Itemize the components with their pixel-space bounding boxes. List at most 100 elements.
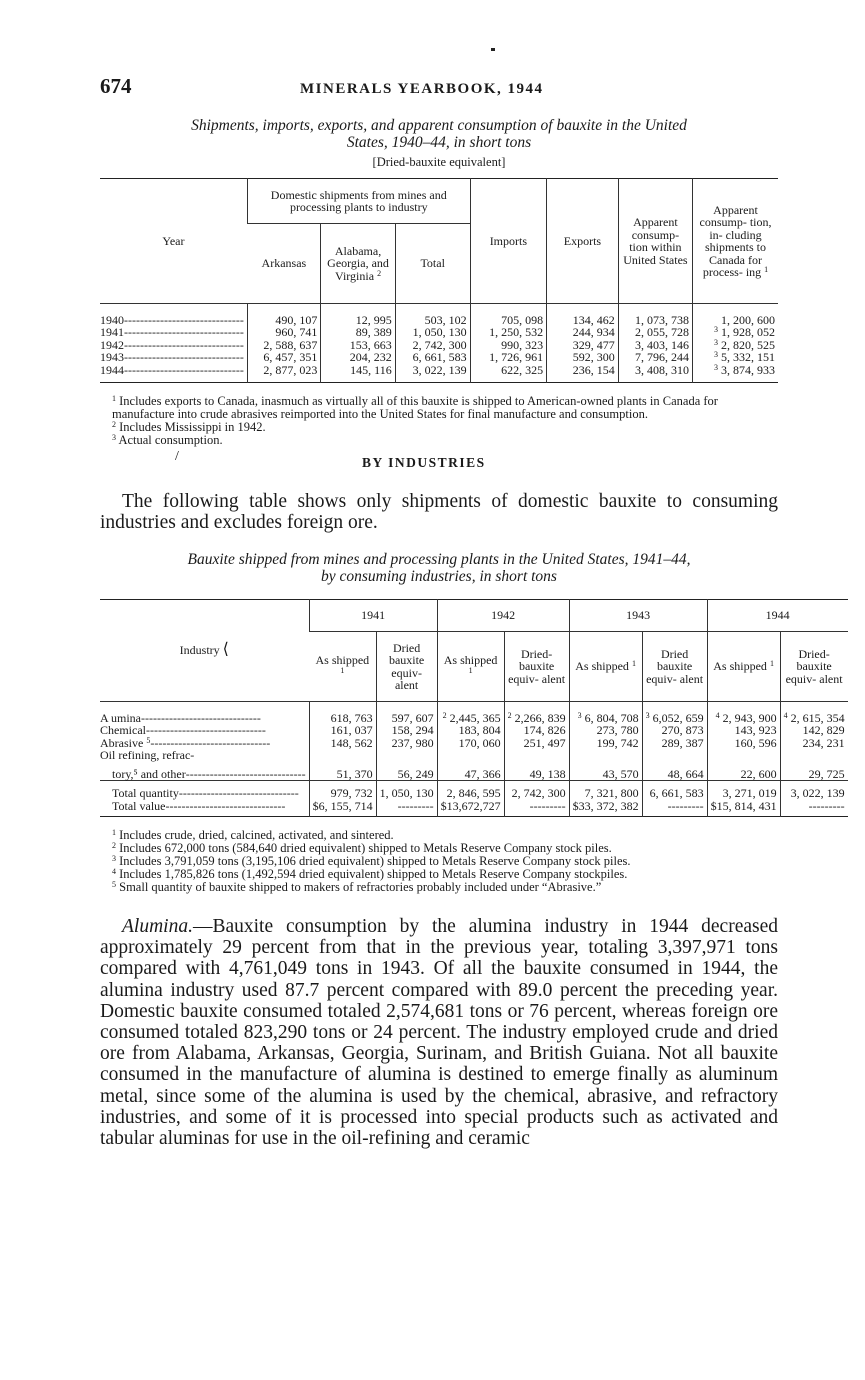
footnote-ref: 3 — [645, 710, 650, 720]
value: 1, 050, 130 — [412, 325, 467, 339]
value: 183, 804 — [458, 723, 501, 737]
value-cell: 618, 763 — [308, 711, 377, 724]
value: 597, 607 — [391, 710, 434, 725]
value-cell: 592, 300 — [546, 351, 619, 364]
value: 3, 271, 019 — [722, 786, 777, 800]
value: 22, 600 — [740, 766, 777, 781]
header-alabama: Alabama, Georgia, and Virginia 2 — [320, 223, 396, 304]
value-cell — [706, 749, 781, 762]
footnote-ref: 1 — [468, 665, 473, 675]
value-cell: 2, 742, 300 — [503, 780, 570, 800]
value-cell: 289, 387 — [641, 736, 708, 749]
value: 161, 037 — [330, 723, 373, 737]
header-year-1942: 1942 — [436, 599, 570, 632]
header-dried-equivalent: Dried- bauxite equiv- alent — [779, 631, 848, 702]
value: 89, 389 — [355, 325, 392, 339]
header-year: Year — [162, 233, 185, 248]
table2-caption: Bauxite shipped from mines and processin… — [100, 551, 778, 585]
value: 2, 615, 354 — [790, 710, 845, 725]
header-dried-equivalent: Dried bauxite equiv- alent — [641, 631, 708, 702]
footnote-ref: 2 — [507, 710, 512, 720]
value: 3, 408, 310 — [635, 362, 689, 377]
value-cell: 29, 725 — [779, 761, 848, 781]
industry-label: Oil refining, refrac- — [100, 748, 195, 762]
label-with-leader: 1944 ------------------------------ — [100, 363, 244, 377]
value-cell: 237, 980 — [375, 736, 438, 749]
footnote-text: Includes 1,785,826 tons (1,492,594 dried… — [119, 867, 628, 881]
spacer-row — [100, 812, 848, 817]
year: 1942 — [100, 337, 124, 352]
footnote-ref: 3 — [714, 337, 718, 347]
header-text: Apparent consump- tion, in- cluding ship… — [699, 202, 772, 279]
value: $13,672,727 — [440, 798, 501, 813]
value-cell: $6, 155, 714 — [308, 799, 377, 812]
value: 3, 403, 146 — [635, 337, 689, 352]
dot-leader: ------------------------------ — [124, 338, 244, 351]
value-cell: 270, 873 — [641, 724, 708, 737]
table-row: Chemical ------------------------------ 16… — [100, 724, 848, 737]
table1-subcaption: [Dried-bauxite equivalent] — [372, 155, 506, 169]
value: 1, 726, 961 — [489, 350, 544, 364]
value: 158, 294 — [391, 723, 434, 737]
value: 6, 457, 351 — [263, 350, 318, 364]
table-row: 1943 ------------------------------ 6, 457… — [100, 351, 778, 364]
footnote-ref: 1 — [769, 659, 774, 669]
footnote-ref: 3 — [714, 350, 718, 359]
label-with-leader: 1941 ------------------------------ — [100, 326, 244, 339]
year: 1943 — [100, 350, 124, 364]
pencil-mark: ⟨ — [222, 641, 229, 659]
value-cell: 158, 294 — [375, 723, 438, 737]
value-cell: 142, 829 — [779, 724, 848, 737]
footnote-number: 4 — [112, 867, 116, 876]
value: 2, 055, 728 — [635, 325, 689, 339]
label-with-leader: Abrasive 5 ------------------------------ — [100, 736, 306, 750]
value: 1, 050, 130 — [379, 786, 434, 800]
header-text: As shipped — [443, 653, 498, 667]
value-cell: 170, 060 — [436, 736, 505, 749]
label-with-leader: Total value -----------------------------… — [112, 799, 306, 813]
industry-label: tory,⁵ and other — [112, 766, 186, 781]
value: 43, 570 — [602, 766, 639, 781]
table1-caption: Shipments, imports, exports, and apparen… — [100, 117, 778, 151]
header-text: As shipped — [315, 653, 370, 667]
footnote-number: 5 — [112, 880, 116, 889]
value: 3, 022, 139 — [412, 362, 467, 377]
value-cell: 2 2,266, 839 — [503, 710, 570, 724]
industry-cell: Total value -----------------------------… — [100, 799, 309, 813]
label-with-leader: Total quantity --------------------------… — [112, 787, 306, 800]
industry-cell: Oil refining, refrac- — [100, 749, 309, 762]
industry-cell: Chemical ------------------------------ — [100, 724, 309, 737]
footnote-ref: 3 — [714, 325, 718, 334]
value-cell: 236, 154 — [546, 363, 619, 376]
industry-label: Total quantity — [112, 786, 179, 800]
value: 174, 826 — [523, 723, 566, 737]
spacer-row — [100, 376, 778, 383]
header-year-1943: 1943 — [568, 599, 708, 632]
value-cell: 51, 370 — [308, 761, 377, 781]
label-with-leader: 1943 ------------------------------ — [100, 351, 244, 364]
header-as-shipped: As shipped 1 — [309, 632, 376, 702]
year-cell: 1941 ------------------------------ — [100, 326, 247, 339]
footnote-text: Includes 672,000 tons (584,640 dried equ… — [119, 841, 612, 855]
value: 47, 366 — [464, 766, 501, 781]
dot-leader: ------------------------------ — [165, 799, 286, 812]
value-cell: 990, 323 — [469, 338, 547, 351]
value: 6,052, 659 — [652, 710, 704, 725]
value-cell: 329, 477 — [546, 338, 619, 351]
value-cell: 12, 995 — [320, 313, 396, 326]
footnote-number: 1 — [112, 828, 116, 837]
header-arkansas: Arkansas — [261, 256, 307, 271]
footnote: 2 Includes 672,000 tons (584,640 dried e… — [112, 842, 778, 855]
value-cell — [641, 749, 708, 762]
value-cell: --------- — [503, 799, 570, 812]
industry-cell: Total quantity --------------------------… — [100, 781, 309, 800]
header-imports: Imports — [469, 178, 547, 304]
value: 51, 370 — [336, 766, 373, 781]
header-total: Total — [394, 223, 471, 304]
table-row: 1940 ------------------------------ 490, 1… — [100, 313, 778, 326]
value-cell: 148, 562 — [308, 736, 377, 749]
value-cell — [503, 749, 570, 762]
footnote-text: Includes exports to Canada, inasmuch as … — [112, 394, 718, 421]
value: 2, 943, 900 — [722, 710, 777, 725]
table-row: Oil refining, refrac- — [100, 749, 848, 762]
